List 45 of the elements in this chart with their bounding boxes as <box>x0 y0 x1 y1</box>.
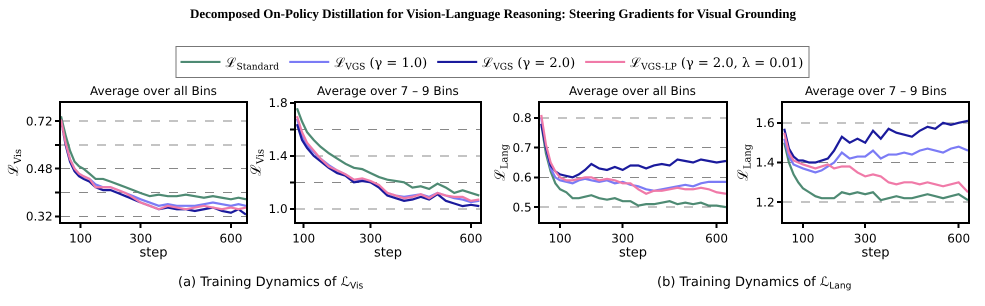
legend-label: ℒ$_{VGS}$ (γ = 1.0) <box>334 56 428 73</box>
x-tick-label: 100 <box>548 231 572 246</box>
x-tick-label: 100 <box>69 231 92 246</box>
legend-label: ℒ$_{Standard}$ <box>226 56 280 73</box>
y-tick-label: 1.6 <box>756 116 775 130</box>
line-series <box>783 138 968 174</box>
y-tick-label: 0.5 <box>512 200 532 214</box>
text: (a) Training Dynamics of ℒ$_{Vis}$ <box>178 275 364 292</box>
x-tick-label: 300 <box>129 231 152 246</box>
chart-title: Average over 7 – 9 Bins <box>317 84 459 98</box>
x-tick-label: 600 <box>220 231 242 246</box>
y-tick-label: 0.8 <box>512 111 532 126</box>
x-tick-label: 300 <box>359 231 382 246</box>
x-axis-title: step <box>618 245 648 260</box>
line-series <box>783 142 968 202</box>
x-axis-title: step <box>139 245 168 260</box>
x-axis-title: step <box>374 245 402 260</box>
y-tick-label: 0.6 <box>512 170 532 185</box>
chart-title: Average over all Bins <box>90 84 217 98</box>
text: (b) Training Dynamics of ℒ$_{Lang}$ <box>657 275 852 292</box>
chart-title: Average over all Bins <box>569 84 696 98</box>
y-tick-label: 0.72 <box>26 114 53 128</box>
text: Decomposed On-Policy Distillation for Vision-Language Reasoning: Steering Gradients for Visual Grounding <box>190 6 796 21</box>
y-tick-label: 1.4 <box>756 156 775 170</box>
y-tick-label: 0.48 <box>26 162 53 176</box>
x-tick-label: 100 <box>791 231 814 246</box>
y-tick-label: 1.2 <box>756 195 775 210</box>
chart-title: Average over 7 – 9 Bins <box>805 84 947 98</box>
y-tick-label: 1.4 <box>268 149 288 164</box>
legend-label: ℒ$_{VGS-LP}$ (γ = 2.0, λ = 0.01) <box>630 56 804 73</box>
line-series <box>783 132 968 194</box>
x-tick-label: 600 <box>705 231 728 246</box>
y-tick-label: 0.7 <box>512 140 532 155</box>
x-tick-label: 300 <box>854 231 877 246</box>
y-tick-label: 1.8 <box>268 96 288 110</box>
line-series <box>783 120 968 164</box>
x-tick-label: 100 <box>292 231 316 246</box>
y-tick-label: 0.32 <box>26 210 53 224</box>
x-tick-label: 600 <box>460 231 482 246</box>
x-tick-label: 300 <box>611 231 634 246</box>
legend-label: ℒ$_{VGS}$ (γ = 2.0) <box>482 56 576 73</box>
y-tick-label: 1.0 <box>268 202 288 216</box>
x-axis-title: step <box>861 245 890 260</box>
x-tick-label: 600 <box>947 231 970 246</box>
line-series <box>540 122 726 178</box>
